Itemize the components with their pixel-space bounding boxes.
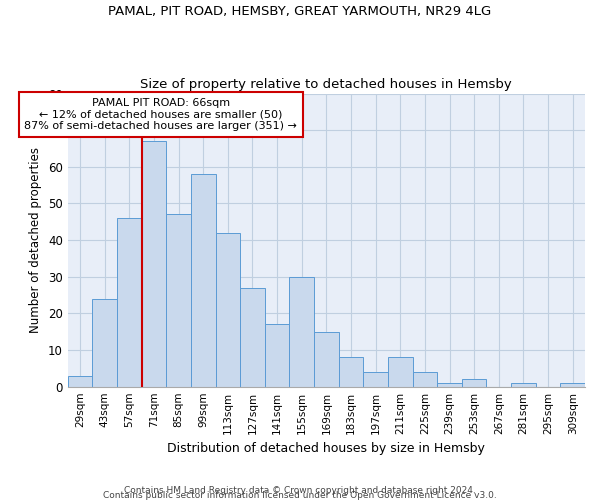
- Y-axis label: Number of detached properties: Number of detached properties: [29, 147, 43, 333]
- Bar: [117, 218, 142, 386]
- Text: PAMAL, PIT ROAD, HEMSBY, GREAT YARMOUTH, NR29 4LG: PAMAL, PIT ROAD, HEMSBY, GREAT YARMOUTH,…: [109, 5, 491, 18]
- Bar: [166, 214, 191, 386]
- Text: Contains public sector information licensed under the Open Government Licence v3: Contains public sector information licen…: [103, 491, 497, 500]
- Bar: [560, 383, 585, 386]
- Bar: [240, 288, 265, 386]
- Bar: [511, 383, 536, 386]
- Bar: [215, 233, 240, 386]
- Bar: [142, 141, 166, 386]
- Title: Size of property relative to detached houses in Hemsby: Size of property relative to detached ho…: [140, 78, 512, 91]
- Bar: [338, 358, 364, 386]
- Bar: [289, 277, 314, 386]
- Bar: [265, 324, 289, 386]
- Bar: [314, 332, 338, 386]
- Bar: [364, 372, 388, 386]
- Bar: [413, 372, 437, 386]
- Bar: [191, 174, 215, 386]
- Text: PAMAL PIT ROAD: 66sqm
← 12% of detached houses are smaller (50)
87% of semi-deta: PAMAL PIT ROAD: 66sqm ← 12% of detached …: [25, 98, 297, 131]
- Bar: [462, 380, 487, 386]
- Bar: [437, 383, 462, 386]
- Text: Contains HM Land Registry data © Crown copyright and database right 2024.: Contains HM Land Registry data © Crown c…: [124, 486, 476, 495]
- Bar: [388, 358, 413, 386]
- Bar: [92, 298, 117, 386]
- X-axis label: Distribution of detached houses by size in Hemsby: Distribution of detached houses by size …: [167, 442, 485, 455]
- Bar: [68, 376, 92, 386]
